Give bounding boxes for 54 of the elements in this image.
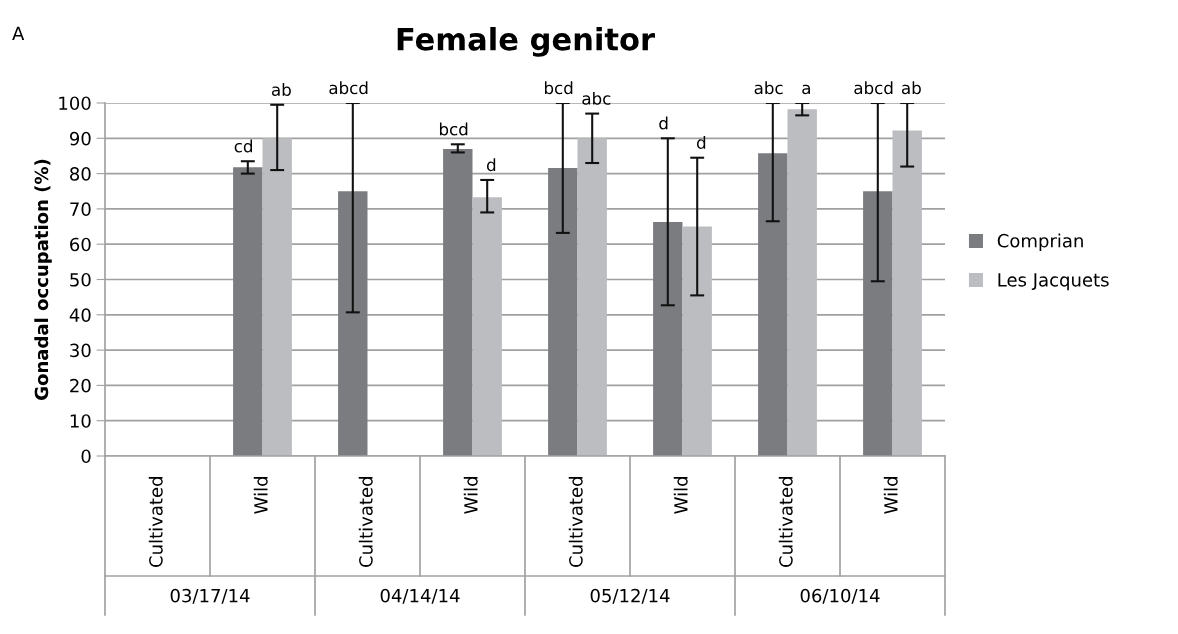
y-tick-label: 10 [70, 414, 91, 428]
x-tick-label: Wild [463, 477, 478, 514]
annotation: bcd [439, 122, 468, 136]
text: 06/10/14 [800, 588, 880, 604]
text: ab [271, 83, 291, 96]
text: abcd [329, 81, 368, 95]
x-tick-label: Cultivated [358, 477, 373, 567]
bar [892, 130, 922, 456]
bar [682, 226, 712, 456]
y-tick-label: 90 [69, 131, 91, 146]
legend-label: Comprian [997, 233, 1083, 252]
text: 04/14/14 [380, 588, 460, 604]
text: abc [754, 81, 783, 95]
y-tick-label: 20 [70, 378, 91, 393]
y-tick-label: 30 [70, 343, 91, 358]
y-tick-label: 40 [69, 308, 91, 322]
text: 05/12/14 [590, 588, 670, 604]
annotation: cd [234, 139, 252, 153]
annotation: d [697, 136, 706, 149]
text: A [12, 26, 25, 40]
legend-label: Les Jacquets [998, 273, 1109, 291]
text: a [802, 84, 810, 95]
text: ab [901, 81, 921, 95]
chart-title: Female genitor [397, 27, 655, 57]
text: bcd [544, 81, 573, 95]
x-tick-label: Wild [883, 477, 898, 514]
y-tick-label: 0 [81, 449, 91, 464]
bar [548, 167, 578, 456]
bar [653, 221, 683, 456]
y-tick-label: 100 [59, 96, 91, 111]
y-tick-label: 60 [70, 237, 91, 252]
y-tick-label: 80 [70, 167, 91, 181]
annotation: abc [582, 91, 611, 105]
y-tick-label: 70 [70, 202, 91, 217]
y-axis-title: Gonadal occupation (%) [34, 159, 52, 400]
bar [472, 197, 502, 456]
bar [577, 138, 607, 456]
annotation: d [659, 116, 668, 130]
bar [233, 167, 263, 456]
x-tick-label: Cultivated [778, 477, 793, 567]
bar [443, 148, 473, 456]
bar [338, 191, 368, 456]
text: 03/17/14 [170, 588, 250, 604]
bar [863, 191, 893, 456]
annotation: d [487, 158, 496, 172]
x-tick-label: Wild [673, 477, 688, 514]
x-tick-label: Cultivated [148, 477, 163, 567]
x-tick-label: Cultivated [568, 477, 583, 567]
x-tick-label: Wild [253, 477, 268, 514]
y-tick-label: 50 [70, 272, 91, 287]
bar [758, 153, 788, 456]
bar [787, 109, 817, 456]
text: abcd [854, 81, 893, 95]
bar [262, 138, 292, 456]
